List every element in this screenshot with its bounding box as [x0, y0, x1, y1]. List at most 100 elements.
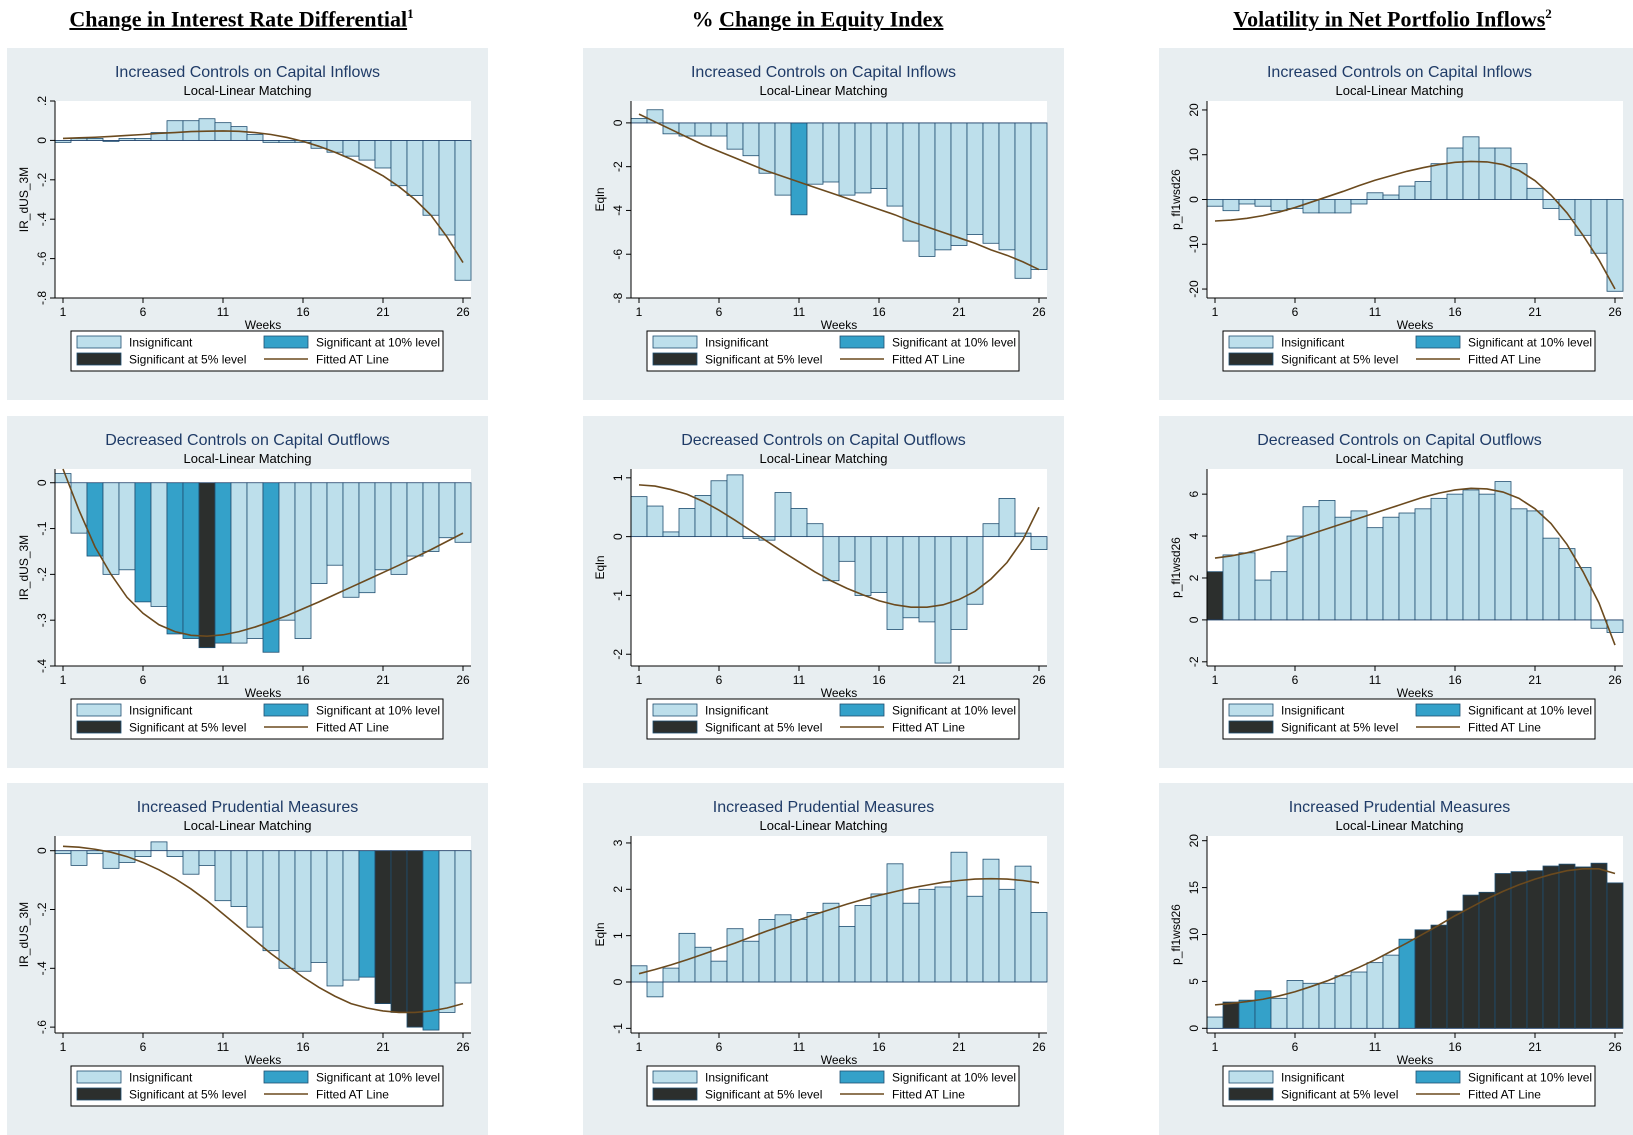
x-tick-label: 16: [872, 1040, 886, 1054]
bar-week-3: [662, 531, 680, 538]
bar-week-16: [870, 122, 888, 189]
bar-week-25: [1590, 862, 1608, 1029]
bar-week-26: [1030, 122, 1048, 270]
bar-week-3: [1238, 199, 1256, 205]
legend-significant-5-swatch: [652, 352, 698, 366]
y-axis-label: Eqln: [593, 922, 607, 946]
bar-week-9: [182, 850, 200, 875]
x-axis-label: Weeks: [245, 686, 281, 700]
y-tick-label: -1: [611, 590, 625, 601]
bar-week-7: [726, 122, 744, 150]
x-tick-label: 26: [1032, 305, 1046, 319]
chart-title: Increased Controls on Capital Inflows: [115, 64, 380, 81]
fitted-line: [638, 113, 1040, 271]
chart-title: Increased Prudential Measures: [713, 799, 934, 816]
chart-title: Increased Controls on Capital Inflows: [691, 64, 956, 81]
bar-week-20: [1510, 508, 1528, 621]
y-axis-label: Eqln: [593, 187, 607, 211]
fitted-line: [1214, 868, 1616, 1006]
bar-week-13: [1398, 512, 1416, 621]
bar-week-6: [710, 480, 728, 538]
chart-panel-ir-inflows: Increased Controls on Capital Inflows Loc…: [7, 48, 488, 400]
bar-week-23: [1558, 863, 1576, 1029]
bar-week-21: [1526, 870, 1544, 1029]
bar-week-20: [358, 140, 376, 161]
x-tick-label: 26: [1608, 673, 1622, 687]
bar-week-15: [1430, 497, 1448, 621]
bar-week-11: [1366, 527, 1384, 621]
bar-week-13: [1398, 938, 1416, 1029]
fitted-line: [1214, 487, 1616, 646]
legend-box: [70, 1065, 444, 1107]
legend-fitted-line-label: Fitted AT Line: [316, 353, 389, 367]
legend-insignificant-label: Insignificant: [129, 1071, 193, 1085]
bar-week-19: [1494, 481, 1512, 621]
legend-significant-5-swatch: [652, 720, 698, 734]
column-title-ir: Change in Interest Rate Differential1: [0, 6, 483, 32]
bar-week-4: [1254, 990, 1272, 1029]
bar-week-22: [1542, 537, 1560, 621]
bar-week-26: [454, 140, 472, 281]
legend-significant-10-swatch: [839, 335, 885, 349]
legend-significant-5-swatch: [76, 1087, 122, 1101]
bar-week-18: [1478, 147, 1496, 200]
y-tick-label: -.6: [35, 251, 49, 265]
x-tick-label: 16: [1448, 305, 1462, 319]
chart-svg: Increased Controls on Capital Inflows Loc…: [7, 48, 488, 400]
legend-fitted-line-label: Fitted AT Line: [892, 1088, 965, 1102]
y-tick-label: 0: [35, 479, 49, 486]
y-tick-label: 1: [611, 932, 625, 939]
bar-week-10: [774, 122, 792, 196]
column-title-volatility: Volatility in Net Portfolio Inflows2: [1152, 6, 1633, 32]
bar-week-17: [310, 482, 328, 584]
legend-insignificant-label: Insignificant: [129, 336, 193, 350]
x-tick-label: 11: [1369, 673, 1382, 687]
x-tick-label: 26: [456, 673, 470, 687]
bar-week-12: [1382, 954, 1400, 1029]
bar-week-25: [438, 140, 456, 236]
x-tick-label: 21: [952, 1040, 966, 1054]
bar-week-23: [982, 523, 1000, 538]
bar-week-25: [1014, 532, 1032, 538]
bar-week-10: [1350, 510, 1368, 621]
y-tick-label: 2: [611, 886, 625, 893]
chart-svg: Decreased Controls on Capital Outflows Lo…: [583, 416, 1064, 768]
bar-week-24: [998, 888, 1016, 983]
legend-insignificant-label: Insignificant: [1281, 336, 1345, 350]
bar-week-20: [1510, 871, 1528, 1029]
bar-week-11: [1366, 192, 1384, 200]
legend-significant-10-label: Significant at 10% level: [892, 1071, 1016, 1085]
bar-week-6: [134, 850, 152, 857]
bar-week-1: [630, 118, 648, 124]
bar-week-14: [838, 122, 856, 196]
chart-subtitle: Local-Linear Matching: [1336, 83, 1464, 98]
bar-week-14: [838, 536, 856, 562]
bar-week-8: [742, 940, 760, 983]
legend-significant-5-label: Significant at 5% level: [129, 1088, 246, 1102]
x-tick-label: 6: [1292, 305, 1299, 319]
bar-week-21: [950, 536, 968, 630]
bar-week-9: [1334, 516, 1352, 621]
bar-week-19: [342, 482, 360, 598]
bar-week-24: [422, 482, 440, 552]
column-title-text: Change in Interest Rate Differential: [69, 6, 408, 32]
bar-week-20: [358, 482, 376, 594]
bar-week-1: [54, 850, 72, 855]
bar-week-22: [966, 122, 984, 235]
legend-insignificant-label: Insignificant: [705, 704, 769, 718]
bar-week-24: [422, 850, 440, 1031]
bar-week-5: [118, 482, 136, 571]
x-tick-label: 21: [952, 305, 966, 319]
legend-fitted-line-label: Fitted AT Line: [1468, 353, 1541, 367]
x-axis-label: Weeks: [1397, 686, 1433, 700]
legend-significant-10-swatch: [1415, 703, 1461, 717]
bar-week-22: [390, 482, 408, 575]
bar-week-2: [1222, 554, 1240, 621]
legend-significant-5-label: Significant at 5% level: [129, 353, 246, 367]
legend-significant-10-label: Significant at 10% level: [316, 1071, 440, 1085]
bar-week-8: [1318, 500, 1336, 621]
bar-week-20: [934, 536, 952, 664]
x-tick-label: 16: [1448, 673, 1462, 687]
bar-week-21: [950, 122, 968, 246]
legend-box: [1222, 330, 1596, 372]
